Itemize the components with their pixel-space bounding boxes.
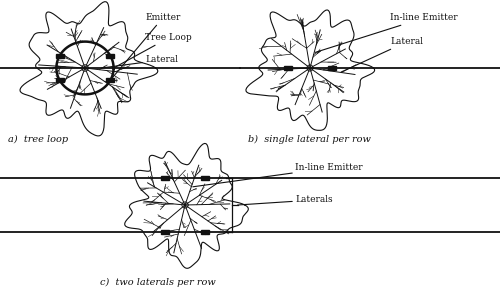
Text: Lateral: Lateral [102, 55, 178, 68]
Bar [161, 176, 169, 180]
Text: Emitter: Emitter [110, 13, 180, 80]
Text: b)  single lateral per row: b) single lateral per row [248, 135, 371, 144]
Bar [161, 230, 169, 234]
Bar [284, 66, 292, 70]
Bar [201, 176, 209, 180]
Text: Laterals: Laterals [238, 196, 332, 205]
Bar [56, 54, 64, 58]
Bar [201, 230, 209, 234]
Bar [106, 54, 114, 58]
Text: Lateral: Lateral [341, 37, 423, 72]
Text: c)  two laterals per row: c) two laterals per row [100, 278, 216, 287]
Bar [106, 78, 114, 82]
Text: Tree Loop: Tree Loop [114, 34, 192, 68]
Text: a)  tree loop: a) tree loop [8, 135, 68, 144]
Bar [328, 66, 336, 70]
Bar [56, 78, 64, 82]
Text: In-line Emitter: In-line Emitter [315, 13, 458, 52]
Text: In-line Emitter: In-line Emitter [193, 164, 362, 187]
